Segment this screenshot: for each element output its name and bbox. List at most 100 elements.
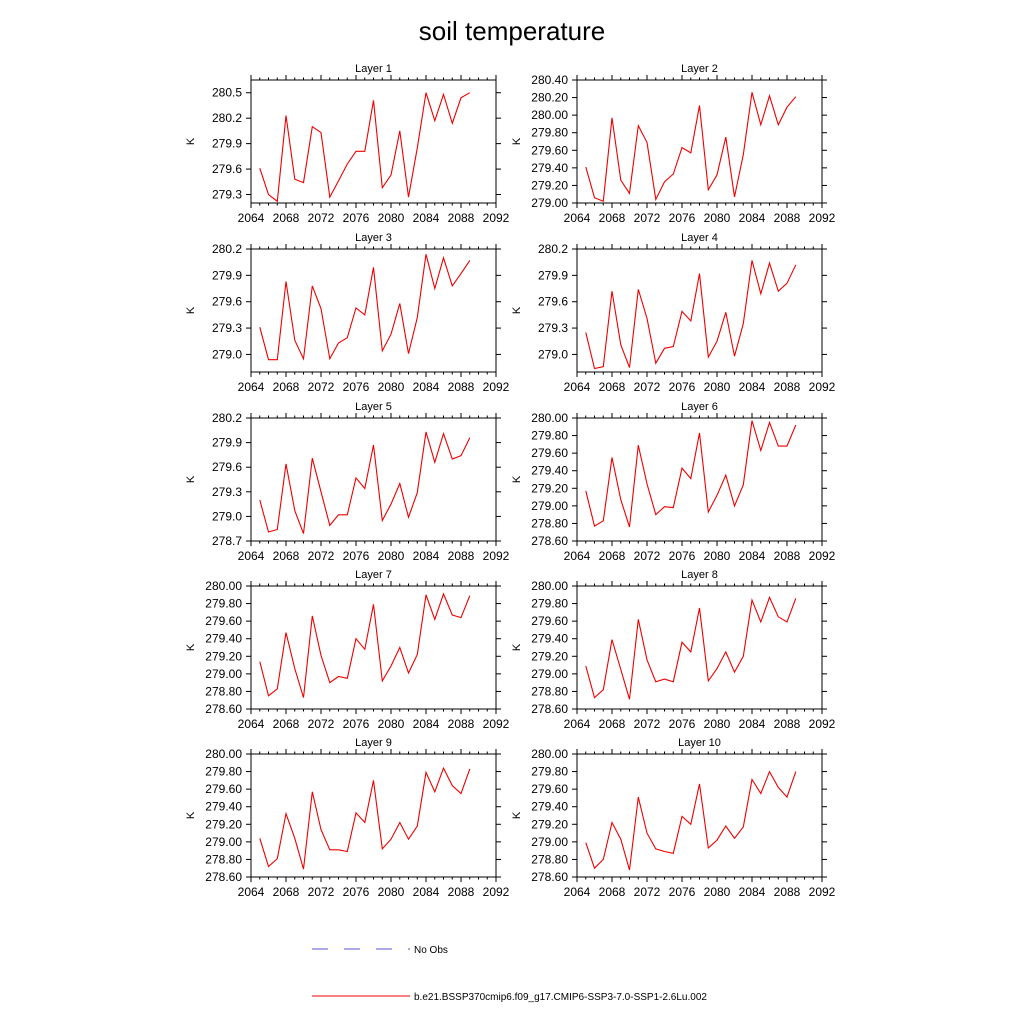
- series-line: [259, 766, 471, 870]
- x-tick-label: 2084: [413, 717, 440, 731]
- y-tick-label: 279.40: [531, 161, 568, 175]
- x-tick-label: 2092: [483, 211, 510, 225]
- y-tick-label: 279.0: [212, 347, 242, 361]
- x-tick-label: 2072: [634, 549, 661, 563]
- y-tick-label: 280.00: [531, 747, 568, 761]
- y-tick-label: 279.6: [212, 162, 242, 176]
- y-axis-label: K: [511, 137, 523, 145]
- x-tick-label: 2088: [448, 885, 475, 899]
- series-line: [585, 260, 797, 370]
- x-tick-label: 2084: [739, 211, 766, 225]
- y-tick-label: 280.40: [531, 73, 568, 87]
- x-tick-label: 2088: [448, 549, 475, 563]
- x-tick-label: 2072: [308, 717, 335, 731]
- y-tick-label: 279.20: [205, 817, 242, 831]
- y-tick-label: 279.60: [531, 614, 568, 628]
- x-tick-label: 2092: [809, 380, 836, 394]
- panel-layer-9: Layer 9 K 2064 2068 2072 2076 2080 2084 2088 2092…: [185, 737, 510, 899]
- x-tick-label: 2088: [774, 211, 801, 225]
- y-tick-label: 278.60: [531, 870, 568, 884]
- panel-title: Layer 8: [681, 569, 718, 581]
- y-tick-label: 279.9: [538, 268, 568, 282]
- y-tick-label: 280.00: [531, 108, 568, 122]
- y-tick-label: 279.40: [531, 632, 568, 646]
- y-axis-label: K: [185, 306, 197, 314]
- x-tick-label: 2092: [809, 549, 836, 563]
- y-tick-label: 280.2: [212, 111, 242, 125]
- x-tick-label: 2084: [413, 211, 440, 225]
- panel-title: Layer 6: [681, 401, 718, 413]
- y-tick-label: 278.60: [531, 702, 568, 716]
- plot-frame: [576, 248, 823, 373]
- x-tick-label: 2084: [739, 717, 766, 731]
- panel-layer-6: Layer 6 K 2064 2068 2072 2076 2080 2084 2088 2092…: [511, 401, 836, 563]
- y-tick-label: 279.80: [531, 126, 568, 140]
- x-tick-label: 2076: [343, 380, 370, 394]
- x-tick-label: 2076: [669, 549, 696, 563]
- y-tick-label: 279.40: [205, 632, 242, 646]
- x-tick-label: 2088: [774, 380, 801, 394]
- y-tick-label: 280.20: [531, 91, 568, 105]
- y-tick-label: 279.60: [531, 446, 568, 460]
- x-tick-label: 2080: [704, 549, 731, 563]
- x-tick-label: 2084: [739, 549, 766, 563]
- x-tick-label: 2076: [343, 717, 370, 731]
- y-tick-label: 279.00: [205, 667, 242, 681]
- plot-frame: [250, 753, 497, 878]
- y-axis-label: K: [511, 643, 523, 651]
- y-axis-label: K: [185, 137, 197, 145]
- panel-layer-5: Layer 5 K 2064 2068 2072 2076 2080 2084 2088 2092…: [185, 401, 510, 563]
- y-tick-label: 279.80: [531, 597, 568, 611]
- panel-layer-4: Layer 4 K 2064 2068 2072 2076 2080 2084 2088 2092…: [511, 232, 836, 394]
- y-tick-label: 280.00: [531, 579, 568, 593]
- y-tick-label: 279.20: [531, 649, 568, 663]
- x-tick-label: 2092: [483, 549, 510, 563]
- x-tick-label: 2088: [448, 380, 475, 394]
- x-tick-label: 2084: [739, 380, 766, 394]
- x-tick-label: 2072: [308, 549, 335, 563]
- x-tick-label: 2068: [599, 380, 626, 394]
- x-tick-label: 2064: [238, 549, 265, 563]
- series-line: [259, 92, 471, 203]
- x-tick-label: 2068: [273, 211, 300, 225]
- y-tick-label: 279.0: [538, 347, 568, 361]
- x-tick-label: 2064: [238, 885, 265, 899]
- y-tick-label: 280.2: [538, 242, 568, 256]
- x-tick-label: 2080: [704, 380, 731, 394]
- plot-frame: [576, 753, 823, 878]
- x-tick-label: 2068: [599, 211, 626, 225]
- y-tick-label: 279.20: [205, 649, 242, 663]
- y-tick-label: 278.80: [531, 684, 568, 698]
- y-tick-label: 279.20: [531, 817, 568, 831]
- x-tick-label: 2092: [483, 717, 510, 731]
- x-tick-label: 2072: [634, 211, 661, 225]
- x-tick-label: 2084: [413, 885, 440, 899]
- x-tick-label: 2076: [669, 380, 696, 394]
- legend-obs-label: No Obs: [414, 945, 448, 956]
- x-tick-label: 2064: [564, 380, 591, 394]
- y-axis-label: K: [511, 475, 523, 483]
- x-tick-label: 2072: [308, 885, 335, 899]
- series-line: [259, 431, 471, 534]
- x-tick-label: 2076: [669, 211, 696, 225]
- y-tick-label: 278.7: [212, 534, 242, 548]
- panel-layer-1: Layer 1 K 2064 2068 2072 2076 2080 2084 2088 2092…: [185, 63, 510, 225]
- y-tick-label: 278.80: [531, 852, 568, 866]
- x-tick-label: 2068: [599, 885, 626, 899]
- x-tick-label: 2080: [704, 211, 731, 225]
- y-tick-label: 279.3: [538, 321, 568, 335]
- y-axis-label: K: [185, 643, 197, 651]
- x-tick-label: 2068: [273, 717, 300, 731]
- series-line: [585, 770, 797, 871]
- y-axis-label: K: [511, 306, 523, 314]
- x-tick-label: 2072: [634, 717, 661, 731]
- panel-title: Layer 4: [681, 232, 718, 244]
- y-tick-label: 279.00: [205, 835, 242, 849]
- series-line: [585, 420, 797, 528]
- x-tick-label: 2064: [564, 549, 591, 563]
- x-tick-label: 2068: [273, 380, 300, 394]
- x-tick-label: 2080: [704, 717, 731, 731]
- plot-frame: [250, 79, 497, 204]
- x-tick-label: 2084: [413, 380, 440, 394]
